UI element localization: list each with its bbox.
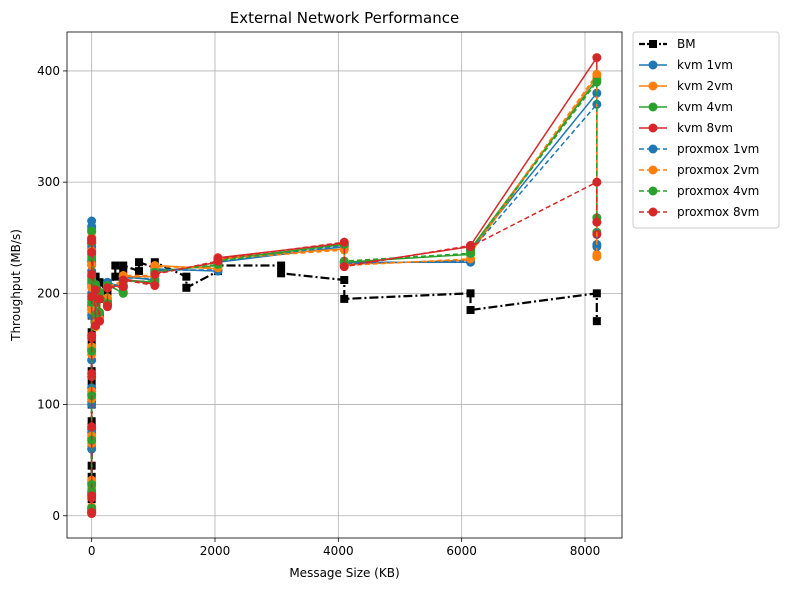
data-point (91, 285, 101, 295)
data-point (95, 294, 105, 304)
data-point (87, 331, 97, 341)
data-point (87, 247, 97, 257)
legend-item: proxmox 1vm (639, 142, 759, 156)
data-point (95, 278, 104, 287)
data-point (102, 301, 112, 311)
y-axis-label: Throughput (MB/s) (9, 229, 23, 342)
data-point (466, 289, 475, 298)
x-tick-label: 2000 (200, 544, 231, 558)
data-point (340, 275, 349, 284)
data-point (213, 254, 223, 264)
data-point (87, 368, 97, 378)
data-point (466, 306, 475, 315)
data-point (592, 177, 602, 187)
data-point (87, 507, 97, 517)
legend-marker (648, 207, 658, 217)
legend-item: proxmox 8vm (639, 205, 759, 219)
x-axis-label: Message Size (KB) (289, 566, 399, 580)
data-point (277, 269, 286, 278)
data-point (592, 317, 601, 326)
grid (67, 32, 622, 538)
legend-label: kvm 2vm (677, 79, 733, 93)
data-point (111, 272, 120, 281)
legend-item: kvm 1vm (639, 58, 733, 72)
x-tick-label: 0 (88, 544, 96, 558)
data-point (592, 242, 602, 252)
x-tick-label: 4000 (323, 544, 354, 558)
data-point (339, 262, 349, 272)
data-point (339, 237, 349, 247)
legend-marker (648, 60, 658, 70)
legend-label: proxmox 1vm (677, 142, 759, 156)
legend-item: kvm 4vm (639, 100, 733, 114)
axes: 0 2000 4000 6000 8000 0 100 200 300 400 (37, 64, 600, 558)
data-point (87, 226, 97, 236)
plot-frame (66, 31, 623, 539)
data-point (592, 289, 601, 298)
data-point (87, 269, 97, 279)
y-tick-label: 400 (37, 64, 60, 78)
chart-title: External Network Performance (230, 9, 459, 27)
legend-label: BM (677, 37, 696, 51)
series-proxmox-8vm (87, 177, 602, 517)
legend-item: kvm 2vm (639, 79, 733, 93)
data-point (182, 272, 191, 281)
data-point (592, 53, 602, 63)
data-point (87, 422, 97, 432)
legend-item: proxmox 4vm (639, 184, 759, 198)
legend-item: proxmox 2vm (639, 163, 759, 177)
legend-marker (648, 81, 658, 91)
x-tick-label: 8000 (570, 544, 601, 558)
y-tick-label: 100 (37, 398, 60, 412)
data-point (118, 275, 128, 285)
data-point (150, 269, 160, 279)
data-point (592, 69, 602, 79)
data-point (150, 281, 160, 291)
data-point (182, 283, 191, 292)
data-point (119, 261, 128, 270)
legend-marker (648, 102, 658, 112)
legend-label: proxmox 2vm (677, 163, 759, 177)
legend-label: proxmox 4vm (677, 184, 759, 198)
legend-marker (648, 144, 658, 154)
data-point (466, 242, 476, 252)
legend-box (632, 31, 780, 229)
legend-label: kvm 8vm (677, 121, 733, 135)
data-point (87, 292, 97, 302)
legend-marker (648, 123, 658, 133)
y-tick-label: 200 (37, 286, 60, 300)
legend-marker (648, 165, 658, 175)
data-point (87, 236, 97, 246)
legend-label: kvm 1vm (677, 58, 733, 72)
data-point (135, 258, 144, 267)
y-tick-label: 0 (52, 509, 60, 523)
data-point (87, 493, 97, 503)
data-point (592, 252, 602, 262)
series-line (90, 181, 598, 513)
data-point (135, 267, 144, 276)
data-point (277, 261, 286, 270)
legend-item: BM (639, 37, 696, 51)
data-point (95, 316, 105, 326)
series-layer (87, 53, 602, 519)
legend-label: proxmox 8vm (677, 205, 759, 219)
x-tick-label: 6000 (446, 544, 477, 558)
data-point (592, 77, 602, 87)
legend-marker (648, 186, 658, 196)
legend-item: kvm 8vm (639, 121, 733, 135)
data-point (118, 282, 128, 292)
data-point (111, 261, 120, 270)
data-point (592, 217, 602, 227)
data-point (102, 283, 112, 293)
legend-marker (649, 40, 657, 48)
legend-label: kvm 4vm (677, 100, 733, 114)
legend: BM kvm 1vm kvm 2vm kvm 4vm kvm 8vm proxmox 1v… (632, 31, 780, 229)
data-point (340, 294, 349, 303)
y-tick-label: 300 (37, 175, 60, 189)
